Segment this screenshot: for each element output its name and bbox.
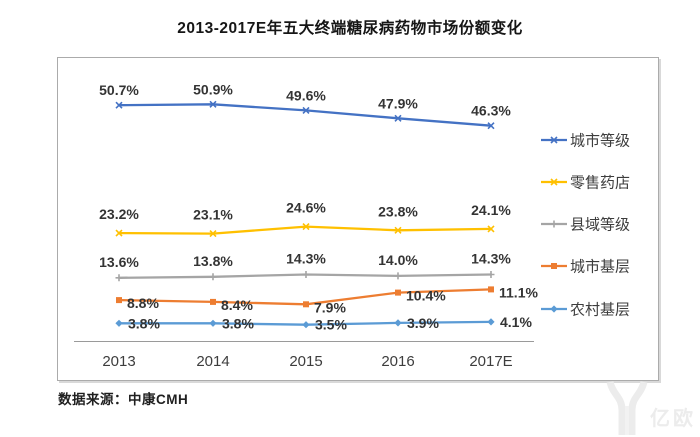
x-tick-label: 2016	[381, 353, 414, 370]
series-marker-2	[209, 273, 217, 281]
legend-label-0: 城市等级	[570, 132, 630, 150]
legend-marker-2	[550, 220, 558, 228]
data-label: 14.0%	[378, 252, 418, 268]
x-tick-label: 2014	[196, 353, 229, 370]
data-label: 10.4%	[406, 288, 446, 304]
data-label: 23.1%	[193, 207, 233, 223]
data-label: 46.3%	[471, 103, 511, 119]
data-label: 11.1%	[499, 284, 538, 300]
x-tick-label: 2017E	[469, 353, 512, 370]
iyiou-watermark-logo: 亿欧	[604, 379, 696, 437]
series-marker-1	[302, 223, 310, 231]
series-marker-4	[115, 319, 123, 327]
legend-marker-0	[550, 136, 558, 144]
data-label: 14.3%	[471, 251, 511, 267]
legend-label-2: 县域等级	[570, 216, 630, 234]
series-marker-0	[394, 114, 402, 122]
series-marker-4	[302, 321, 310, 329]
legend-marker-4	[550, 305, 558, 313]
legend-marker-3	[551, 263, 557, 269]
legend-label-4: 农村基层	[570, 302, 630, 319]
data-label: 50.7%	[99, 82, 139, 98]
series-marker-4	[487, 318, 495, 326]
data-label: 8.8%	[127, 295, 159, 311]
series-marker-0	[209, 100, 217, 108]
data-label: 47.9%	[378, 95, 418, 111]
data-label: 24.1%	[471, 202, 511, 218]
data-source-label: 数据来源：中康CMH	[58, 392, 189, 407]
series-marker-2	[487, 271, 495, 278]
legend-marker-1	[550, 178, 558, 186]
series-marker-1	[394, 226, 402, 234]
data-label: 13.6%	[99, 254, 139, 270]
data-label: 24.6%	[286, 200, 326, 216]
data-label: 3.5%	[315, 317, 347, 333]
x-tick-label: 2015	[289, 353, 322, 370]
data-label: 50.9%	[193, 81, 233, 97]
series-marker-1	[209, 230, 217, 238]
data-label: 3.8%	[222, 315, 254, 331]
data-label: 23.8%	[378, 203, 418, 219]
data-label: 49.6%	[286, 87, 326, 103]
series-line-0	[117, 103, 493, 127]
series-marker-0	[115, 101, 123, 109]
legend-label-1: 零售药店	[570, 175, 630, 192]
series-marker-3	[116, 297, 122, 304]
series-marker-3	[210, 298, 216, 305]
series-marker-0	[302, 106, 310, 114]
data-label: 8.4%	[221, 297, 253, 313]
chart-area: 2013 2014 2015 2016 2017E 50.7% 50.9% 49.6% 47.9…	[57, 57, 659, 381]
data-label: 13.8%	[193, 253, 233, 269]
data-label: 3.9%	[407, 315, 439, 331]
data-label: 4.1%	[500, 314, 532, 330]
x-tick-label: 2013	[102, 353, 135, 370]
data-label: 7.9%	[314, 299, 346, 315]
series-marker-1	[115, 229, 123, 237]
series-marker-2	[302, 271, 310, 278]
series-marker-2	[394, 272, 402, 280]
series-marker-0	[487, 122, 495, 130]
series-marker-4	[209, 319, 217, 327]
data-label: 14.3%	[286, 251, 326, 267]
watermark-text: 亿欧	[650, 408, 696, 430]
series-marker-4	[394, 319, 402, 327]
data-label: 3.8%	[128, 315, 160, 331]
series-marker-1	[487, 225, 495, 233]
watermark-y-icon	[606, 380, 648, 435]
legend-label-3: 城市基层	[570, 259, 630, 276]
data-label: 23.2%	[99, 206, 139, 222]
series-marker-3	[395, 289, 401, 296]
line-chart: 2013 2014 2015 2016 2017E 50.7% 50.9% 49.6% 47.9…	[74, 81, 630, 370]
series-marker-3	[488, 286, 494, 293]
series-marker-3	[303, 301, 309, 308]
series-marker-2	[115, 274, 123, 282]
chart-title: 2013-2017E年五大终端糖尿病药物市场份额变化	[177, 20, 523, 37]
